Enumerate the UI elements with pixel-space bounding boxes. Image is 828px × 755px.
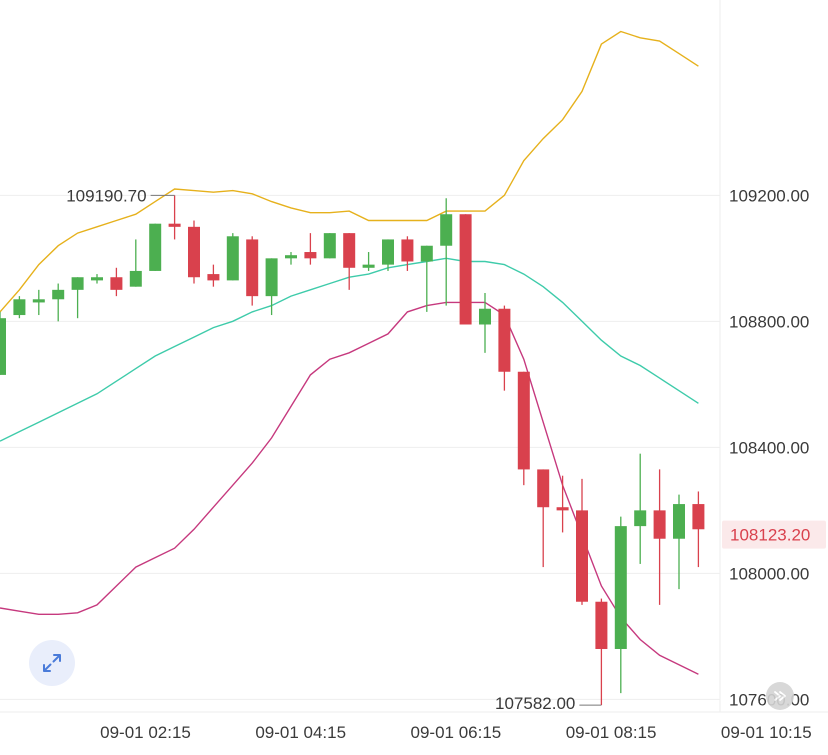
candle-body: [576, 510, 588, 602]
candle-down: [343, 233, 356, 290]
candle-down: [556, 475, 569, 533]
candle-body: [32, 299, 45, 303]
candle-up: [285, 252, 297, 265]
last-price-tag-bg: [722, 520, 826, 549]
reset-view-icon: [774, 691, 786, 701]
candle-up: [149, 223, 162, 271]
last-price-label: 108123.20: [730, 526, 810, 545]
candle-down: [304, 233, 317, 265]
candle-up: [0, 311, 6, 375]
candle-body: [498, 308, 511, 372]
candle-body: [285, 255, 297, 259]
candle-up: [420, 245, 433, 312]
candle-body: [401, 239, 414, 262]
candle-down: [110, 267, 123, 297]
y-tick-label: 108000.00: [729, 564, 809, 583]
candle-body: [323, 233, 336, 259]
candle-body: [692, 504, 705, 530]
candle-body: [52, 289, 65, 300]
candle-up: [129, 239, 142, 287]
candle-down: [246, 236, 259, 306]
candle-down: [459, 214, 472, 325]
min-price-label: 107582.00: [495, 694, 575, 713]
candle-down: [401, 236, 414, 271]
y-tick-label: 108400.00: [729, 438, 809, 457]
lower-band-line: [0, 301, 699, 675]
x-tick-label: 09-01 10:15: [721, 723, 812, 742]
x-tick-label: 09-01 04:15: [255, 723, 346, 742]
labels: 109200.00108800.00108400.00108000.001076…: [66, 186, 826, 742]
candle-body: [556, 507, 569, 511]
candle-body: [168, 223, 181, 227]
candle-body: [91, 277, 103, 281]
upper-band-line: [0, 30, 699, 313]
candle-body: [614, 526, 627, 649]
candle-body: [188, 226, 200, 278]
candle-up: [362, 252, 375, 271]
candle-body: [420, 245, 433, 262]
candle-down: [188, 220, 200, 284]
candle-body: [362, 264, 375, 268]
x-tick-label: 09-01 02:15: [100, 723, 191, 742]
y-tick-label: 108800.00: [729, 312, 809, 331]
candle-up: [71, 277, 84, 319]
candle-up: [91, 274, 103, 284]
candle-body: [440, 214, 453, 246]
candle-up: [226, 233, 239, 281]
candle-body: [71, 277, 84, 290]
candle-body: [595, 601, 608, 649]
candle-up: [323, 233, 336, 259]
candle-down: [595, 598, 608, 706]
candle-body: [265, 258, 278, 297]
candle-up: [382, 239, 394, 271]
bollinger-bands: [0, 30, 699, 675]
candle-body: [246, 239, 259, 297]
candle-body: [0, 318, 6, 375]
candle-body: [129, 270, 142, 287]
candle-body: [459, 214, 472, 325]
reset-view-button[interactable]: [766, 682, 794, 710]
candle-up: [265, 258, 278, 316]
candle-body: [226, 236, 239, 281]
candle-body: [110, 277, 123, 290]
candle-up: [614, 516, 627, 694]
candle-body: [673, 504, 685, 539]
candle-body: [149, 223, 162, 271]
candle-up: [440, 198, 453, 306]
x-tick-label: 09-01 06:15: [411, 723, 502, 742]
candle-down: [498, 305, 511, 391]
candle-up: [479, 292, 491, 353]
max-price-label: 109190.70: [66, 186, 146, 205]
candle-body: [343, 233, 356, 268]
candle-up: [13, 296, 26, 319]
candle-body: [207, 274, 220, 281]
candle-body: [382, 239, 394, 265]
candle-up: [634, 453, 647, 564]
candle-down: [537, 469, 550, 568]
candle-up: [673, 494, 685, 590]
candles: [0, 195, 705, 706]
x-tick-label: 09-01 08:15: [566, 723, 657, 742]
candle-body: [537, 469, 550, 508]
expand-arrows-icon: [43, 654, 61, 672]
candle-up: [32, 289, 45, 316]
candle-body: [13, 299, 26, 316]
candle-body: [304, 252, 317, 259]
expand-button[interactable]: [29, 640, 75, 686]
candle-down: [692, 491, 705, 568]
candle-down: [653, 469, 666, 605]
candle-down: [168, 195, 181, 240]
candle-up: [52, 283, 65, 322]
y-tick-label: 109200.00: [729, 186, 809, 205]
grid-layer: [0, 0, 828, 713]
candle-down: [517, 371, 530, 486]
candle-body: [634, 510, 647, 527]
candle-down: [207, 264, 220, 287]
candle-body: [517, 371, 530, 470]
candle-down: [576, 478, 588, 605]
candle-body: [479, 308, 491, 325]
candle-body: [653, 510, 666, 539]
